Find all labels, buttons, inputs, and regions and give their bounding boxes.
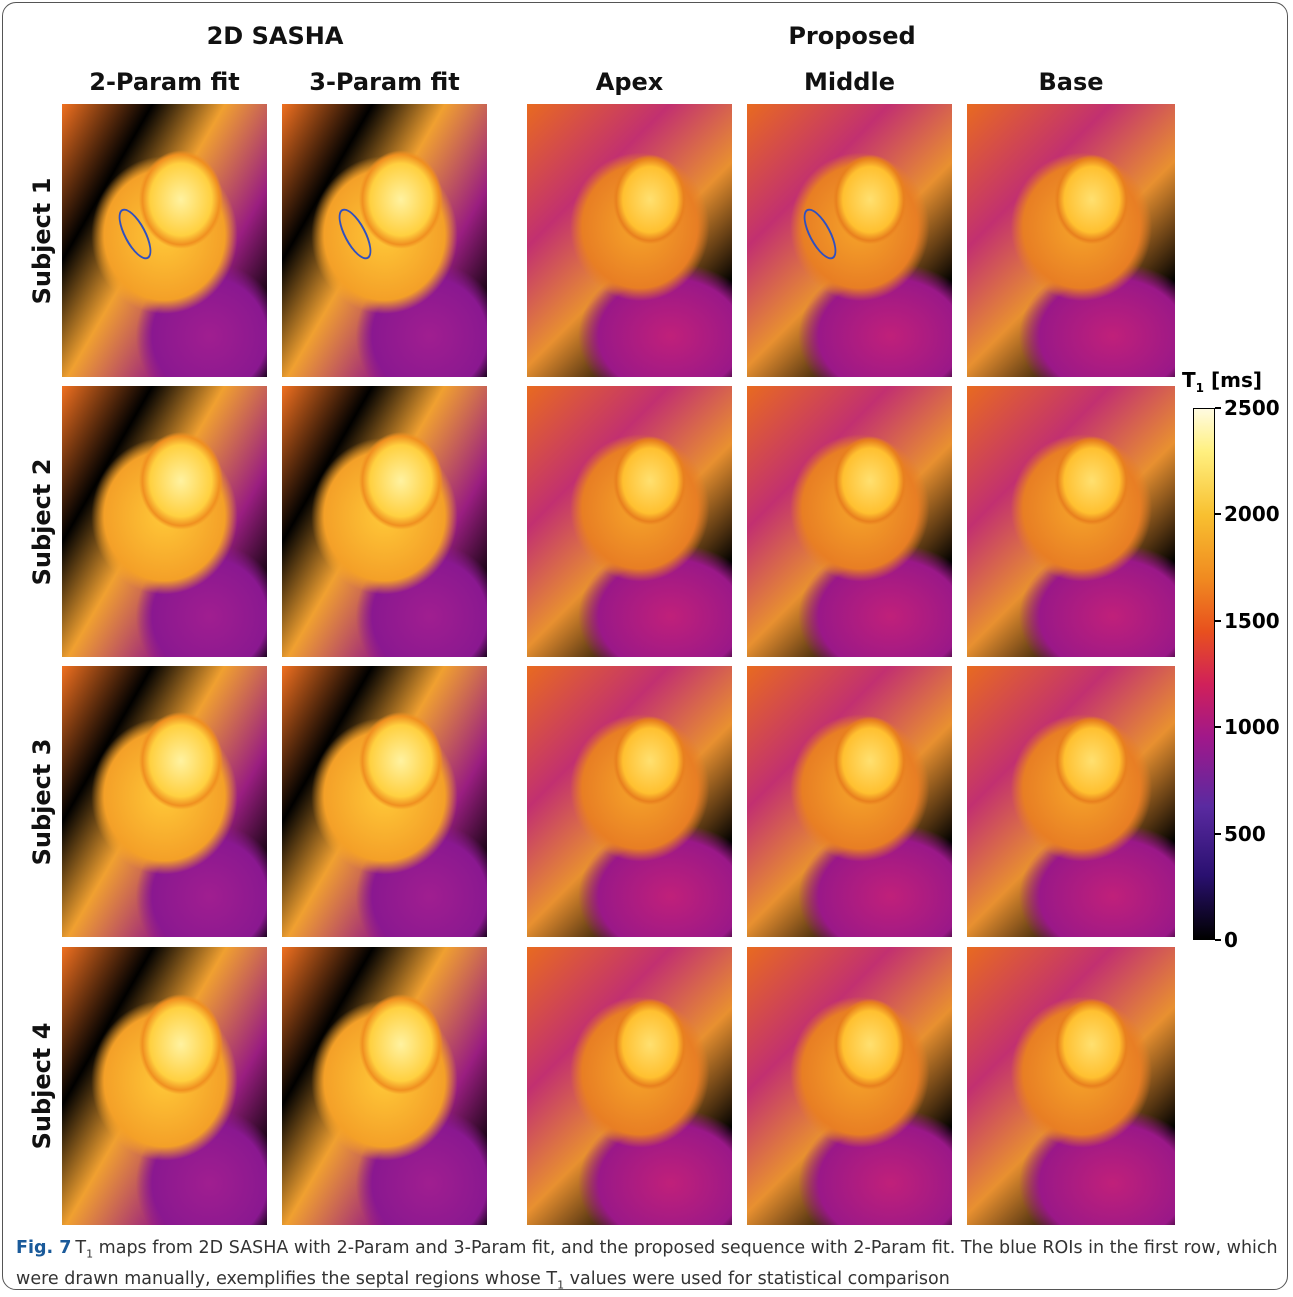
colorbar-tick <box>1215 832 1221 835</box>
row-header: Subject 2 <box>28 458 56 585</box>
t1-map <box>747 104 952 377</box>
colorbar-tick <box>1215 513 1221 516</box>
t1-map <box>62 104 267 377</box>
caption: Fig. 7 T1 maps from 2D SASHA with 2-Param… <box>16 1236 1278 1297</box>
roi <box>797 204 843 264</box>
column-header: 3-Param fit <box>309 68 460 96</box>
colorbar-tick <box>1215 726 1221 729</box>
t1-map <box>282 947 487 1225</box>
column-header: Middle <box>804 68 895 96</box>
colorbar-tick-label: 1000 <box>1224 715 1280 740</box>
colorbar-tick-label: 2500 <box>1224 396 1280 420</box>
t1-map <box>282 386 487 657</box>
group-header: Proposed <box>788 22 916 50</box>
label-unit: [ms] <box>1210 368 1263 392</box>
t1-map <box>967 104 1175 377</box>
t1-map <box>967 947 1175 1225</box>
colorbar-tick-label: 1500 <box>1224 608 1280 633</box>
roi <box>112 204 158 264</box>
t1-map <box>747 947 952 1225</box>
colorbar <box>1193 408 1215 940</box>
caption-text: maps from 2D SASHA with 2-Param and 3-Pa… <box>16 1238 1278 1289</box>
t1-map <box>527 386 732 657</box>
label-sub: 1 <box>1195 381 1205 395</box>
t1-map <box>527 104 732 377</box>
t1-map <box>62 386 267 657</box>
colorbar-tick-label: 500 <box>1224 821 1266 846</box>
colorbar-tick <box>1215 939 1221 941</box>
t1-map <box>62 666 267 937</box>
colorbar-tick <box>1215 619 1221 622</box>
row-header: Subject 3 <box>28 738 56 865</box>
column-header: Apex <box>595 68 664 96</box>
row-header: Subject 4 <box>28 1022 56 1150</box>
t1-map <box>62 947 267 1225</box>
row-header: Subject 1 <box>28 177 56 304</box>
subscript: 1 <box>86 1247 94 1261</box>
t1-map <box>967 386 1175 657</box>
caption-text: values were used for statistical compari… <box>564 1268 950 1289</box>
t1-map <box>282 104 487 377</box>
t1-map <box>747 666 952 937</box>
colorbar-tick-label: 2000 <box>1224 502 1280 527</box>
colorbar-tick-label: 0 <box>1224 928 1238 952</box>
colorbar-tick <box>1215 407 1221 409</box>
group-header: 2D SASHA <box>206 22 344 50</box>
subscript: 1 <box>557 1278 565 1291</box>
label-main: T <box>1182 368 1196 392</box>
t1-map <box>527 666 732 937</box>
t1-map <box>282 666 487 937</box>
caption-label: Fig. 7 <box>16 1238 72 1258</box>
caption-text: T <box>75 1238 87 1258</box>
column-header: Base <box>1038 68 1104 96</box>
colorbar-label: T1 [ms] <box>1182 368 1262 395</box>
t1-map <box>747 386 952 657</box>
t1-map <box>967 666 1175 937</box>
t1-map <box>527 947 732 1225</box>
column-header: 2-Param fit <box>89 68 240 96</box>
roi <box>332 204 378 264</box>
